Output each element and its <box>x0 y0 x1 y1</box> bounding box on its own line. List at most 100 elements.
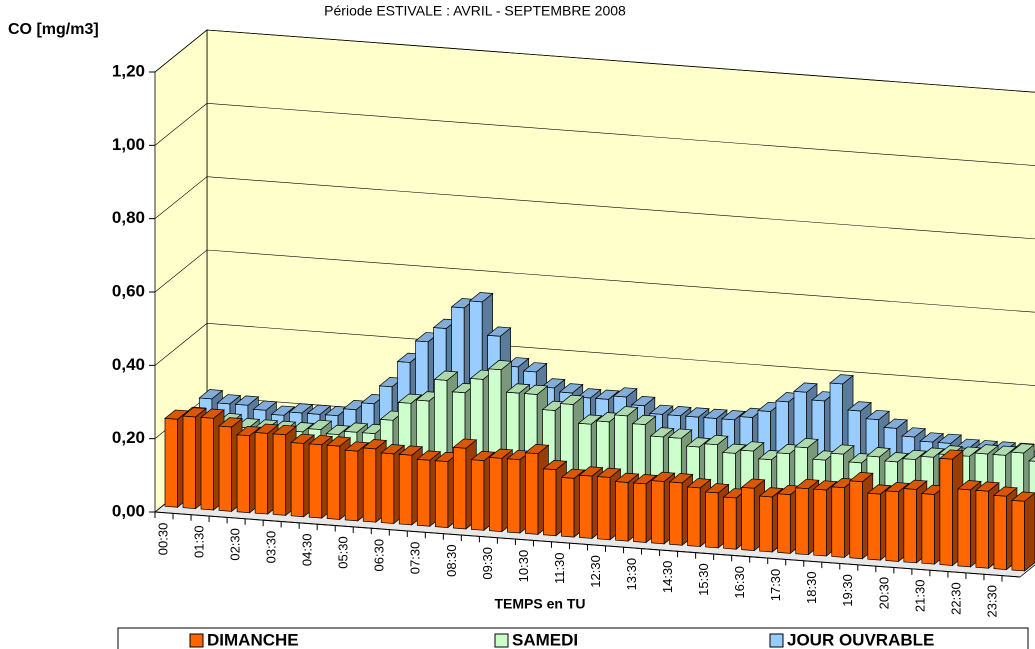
grid-line <box>154 323 1035 386</box>
x-tick-label: 02:30 <box>228 528 243 561</box>
bar-front <box>939 457 953 566</box>
bar-top <box>739 441 765 452</box>
bar-top <box>524 443 550 455</box>
bar-top <box>848 472 874 483</box>
bar-top <box>740 478 766 489</box>
bar-top <box>270 405 296 416</box>
y-tick-label: 0,60 <box>112 281 145 300</box>
x-tick-label: 23:30 <box>984 585 999 618</box>
bar-top <box>560 468 586 479</box>
bar-front <box>344 449 359 522</box>
bar-top <box>666 406 692 417</box>
y-axis-label: CO [mg/m3] <box>8 21 99 38</box>
bar-top <box>252 400 278 411</box>
legend-swatch <box>494 633 509 648</box>
bar-front <box>651 480 665 545</box>
bar-front <box>687 486 701 547</box>
bar-top <box>956 480 982 491</box>
bar-top <box>974 444 999 455</box>
bar-top <box>234 395 260 406</box>
bar-top <box>703 434 729 446</box>
bar-top <box>216 394 242 405</box>
bar-top <box>902 449 927 460</box>
bar-front <box>507 458 521 534</box>
bar-top <box>198 389 224 400</box>
bar-top <box>325 424 351 435</box>
bar-side <box>1024 492 1035 572</box>
bar-top <box>938 449 964 460</box>
bar-top <box>182 407 207 418</box>
bar-top <box>612 387 638 398</box>
bar-front <box>525 452 539 535</box>
legend-label: SAMEDI <box>512 630 578 649</box>
bar-top <box>522 362 548 373</box>
bar-top <box>218 417 243 428</box>
bar-front <box>759 495 773 553</box>
bar-top <box>505 383 531 394</box>
bar-top <box>577 414 603 425</box>
bar-front <box>885 490 899 562</box>
bar-top <box>721 410 746 421</box>
bar-top <box>631 414 657 425</box>
x-tick-label: 19:30 <box>840 574 855 607</box>
bar-top <box>650 471 676 482</box>
x-tick-label: 10:30 <box>516 550 531 583</box>
bar-top <box>288 403 314 414</box>
bar-front <box>200 416 214 511</box>
x-tick-label: 00:30 <box>155 523 170 556</box>
bar-top <box>236 425 261 437</box>
y-tick-label: 1,20 <box>112 61 145 80</box>
bar-top <box>576 388 602 399</box>
bar-top <box>993 486 1018 497</box>
bar-front <box>254 432 269 515</box>
bar-front <box>362 447 377 523</box>
bar-top <box>668 473 694 484</box>
legend-box <box>117 627 1029 649</box>
y-tick-label: 0,20 <box>112 428 145 447</box>
bar-front <box>416 458 431 527</box>
bar-top <box>486 326 512 337</box>
bar-top <box>794 478 820 490</box>
bar-front <box>795 487 809 556</box>
bar-front <box>867 492 881 561</box>
bar-top <box>901 427 927 438</box>
bar-front <box>597 476 611 541</box>
bar-top <box>596 467 622 478</box>
bar-top <box>685 437 711 448</box>
bar-top <box>1010 443 1035 454</box>
bar-top <box>865 409 890 421</box>
bar-top <box>362 439 388 450</box>
bar-top <box>594 389 620 400</box>
bar-front <box>272 433 287 516</box>
grid-line <box>154 249 1035 313</box>
legend-label: JOUR OUVRABLE <box>787 630 934 649</box>
x-tick-label: 05:30 <box>336 536 351 569</box>
bar-front <box>470 459 485 531</box>
x-tick-label: 22:30 <box>948 582 963 615</box>
bar-top <box>326 436 352 447</box>
bar-top <box>578 466 604 477</box>
y-tick-label: 0,00 <box>112 501 145 520</box>
bar-front <box>579 474 593 539</box>
bar-top <box>488 448 514 459</box>
legend-swatch <box>189 633 204 648</box>
x-tick-label: 17:30 <box>768 569 783 602</box>
y-tick-label: 0,40 <box>112 355 145 374</box>
bar-top <box>487 360 513 371</box>
bar-top <box>542 460 568 471</box>
x-tick-label: 04:30 <box>300 534 315 567</box>
bar-front <box>975 489 989 569</box>
bar-front <box>633 482 647 543</box>
bar-front <box>669 481 683 546</box>
x-tick-label: 15:30 <box>696 563 711 596</box>
x-tick-label: 20:30 <box>876 577 891 610</box>
chart-title: Période ESTIVALE : AVRIL - SEPTEMBRE 200… <box>324 3 626 19</box>
y-tick-label: 0,80 <box>112 208 145 227</box>
bar-front <box>452 446 467 530</box>
bar-top <box>632 474 658 485</box>
bar-top <box>307 419 333 430</box>
x-tick-label: 06:30 <box>372 539 387 572</box>
bar-top <box>919 432 945 443</box>
bar-top <box>308 435 334 446</box>
bar-top <box>686 478 712 489</box>
